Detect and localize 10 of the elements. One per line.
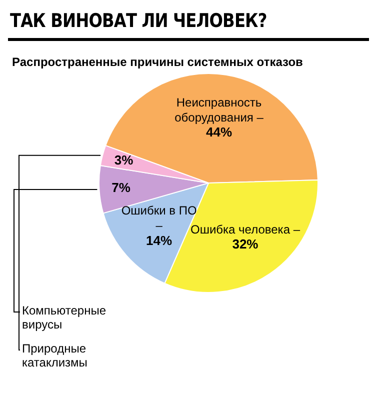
data-label: 7% (112, 180, 131, 195)
slice-label: Компьютерные вирусы (22, 303, 106, 332)
slice-label: Неисправность оборудования – (174, 95, 264, 124)
data-label: 3% (114, 152, 134, 168)
data-label: 14% (146, 232, 173, 248)
data-label: 44% (206, 124, 232, 140)
chart-subtitle: Распространенные причины системных отказов (12, 55, 304, 69)
slice-label: Природные катаклизмы (22, 341, 88, 370)
chart-title: ТАК ВИНОВАТ ЛИ ЧЕЛОВЕК? (10, 10, 268, 32)
data-label: 32% (232, 236, 259, 252)
